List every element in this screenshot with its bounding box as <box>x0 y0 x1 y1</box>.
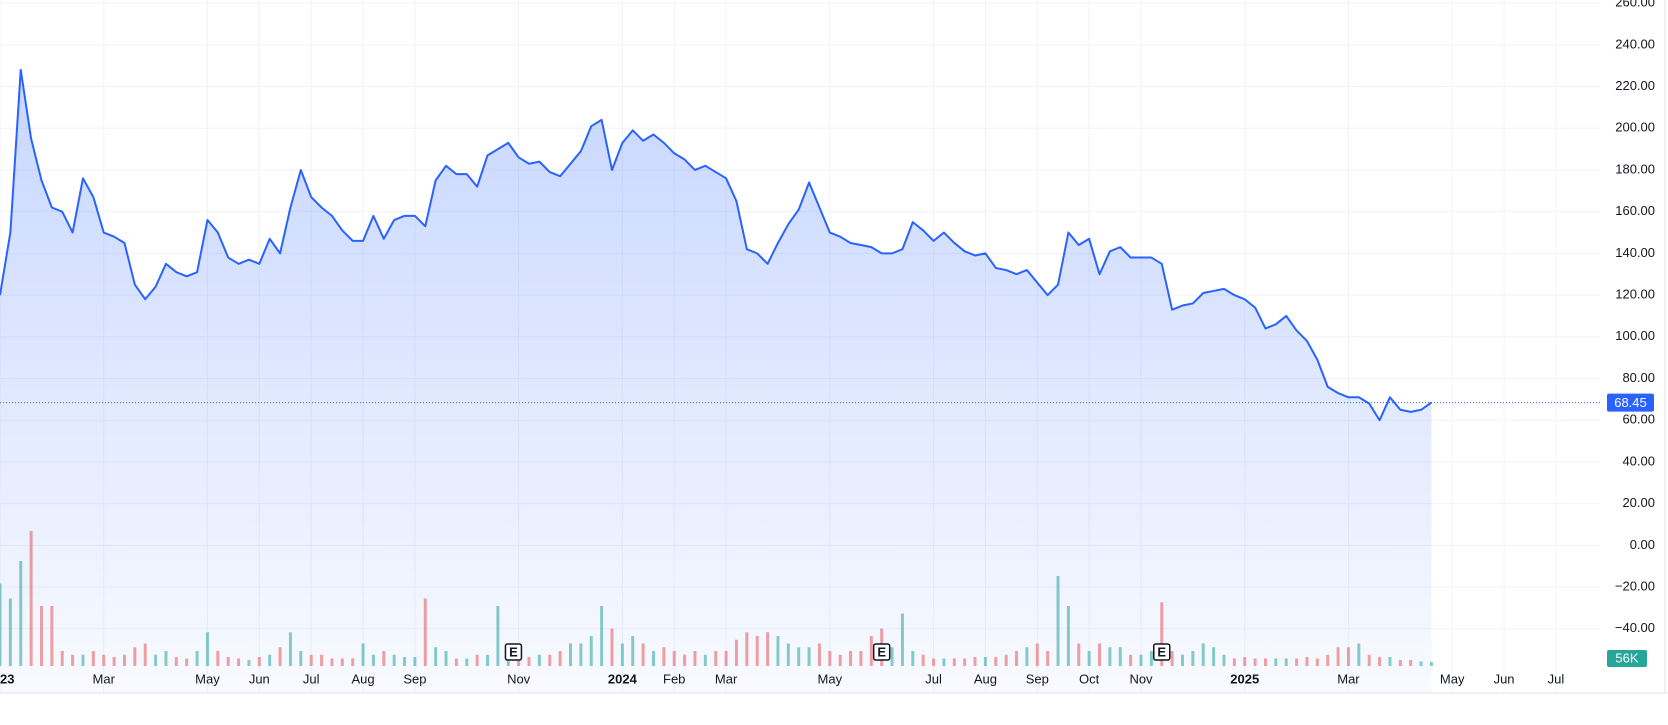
x-tick-label: May <box>195 671 220 686</box>
last-volume-label: 56K <box>1615 650 1638 665</box>
x-tick-label: Jun <box>249 671 270 686</box>
x-tick-label: Oct <box>1079 671 1100 686</box>
y-tick-label: 120.00 <box>1615 287 1655 302</box>
area-fill <box>0 69 1432 693</box>
y-tick-label: 60.00 <box>1622 412 1655 427</box>
y-tick-label: 0.00 <box>1630 537 1655 552</box>
x-tick-label: 2025 <box>1230 671 1259 686</box>
x-tick-label: Aug <box>974 671 997 686</box>
x-tick-label: Sep <box>1026 671 1049 686</box>
y-tick-label: 40.00 <box>1622 453 1655 468</box>
x-tick-label: 2023 <box>0 671 14 686</box>
x-tick-label: Sep <box>403 671 426 686</box>
earnings-marker <box>872 643 891 661</box>
earnings-label: E <box>509 644 518 659</box>
x-tick-label: Jul <box>925 671 942 686</box>
y-tick-label: 20.00 <box>1622 495 1655 510</box>
plot-area <box>0 68 1433 693</box>
volume-bar <box>1429 661 1433 666</box>
y-tick-label: 220.00 <box>1615 78 1655 93</box>
x-tick-label: 2024 <box>608 671 638 686</box>
y-tick-label: 80.00 <box>1622 370 1655 385</box>
x-tick-label: Jun <box>1494 671 1515 686</box>
y-tick-label: −40.00 <box>1615 620 1655 635</box>
x-tick-label: May <box>818 671 843 686</box>
x-tick-label: Jul <box>303 671 320 686</box>
last-price-label: 68.45 <box>1614 395 1647 410</box>
x-tick-label: Nov <box>507 671 531 686</box>
x-tick-label: Jul <box>1548 671 1565 686</box>
y-tick-label: 140.00 <box>1615 245 1655 260</box>
earnings-label: E <box>877 644 886 659</box>
x-tick-label: Feb <box>663 671 685 686</box>
y-tick-label: 260.00 <box>1615 0 1655 10</box>
price-line <box>0 68 1433 422</box>
x-tick-label: Mar <box>715 671 738 686</box>
y-tick-label: −20.00 <box>1615 578 1655 593</box>
last-volume-box <box>1607 650 1647 667</box>
x-tick-label: May <box>1440 671 1465 686</box>
earnings-marker <box>1153 643 1171 661</box>
y-tick-label: 160.00 <box>1615 203 1655 218</box>
earnings-label: E <box>1157 644 1166 659</box>
x-tick-label: Nov <box>1129 671 1153 686</box>
last-price-box <box>1607 393 1654 412</box>
x-tick-label: Mar <box>1337 671 1360 686</box>
earnings-marker <box>504 643 523 661</box>
axes: −40.00 −20.00 0.00 20.00 40.00 60.00 80.00 100.… <box>0 0 1655 686</box>
y-tick-label: 200.00 <box>1615 120 1655 135</box>
y-tick-label: 100.00 <box>1615 328 1655 343</box>
x-tick-label: Aug <box>351 671 374 686</box>
y-tick-label: 240.00 <box>1615 36 1655 51</box>
x-tick-label: Mar <box>93 671 116 686</box>
y-tick-label: 180.00 <box>1615 161 1655 176</box>
